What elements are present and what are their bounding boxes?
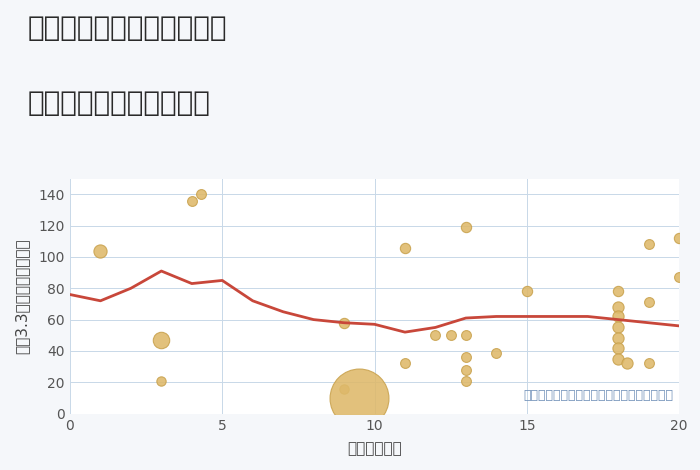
Point [643,360,655,367]
X-axis label: 駅距離（分）: 駅距離（分） [347,441,402,456]
Point [612,303,624,311]
Point [95,247,106,254]
Point [461,331,472,339]
Point [461,223,472,231]
Point [612,344,624,352]
Y-axis label: 坪（3.3㎡）単価（万円）: 坪（3.3㎡）単価（万円） [15,238,29,354]
Point [461,366,472,374]
Point [461,353,472,361]
Point [612,313,624,320]
Point [195,190,206,198]
Text: 円の大きさは、取引のあった物件面積を示す: 円の大きさは、取引のあった物件面積を示す [523,389,673,402]
Point [673,274,685,281]
Point [339,319,350,327]
Text: 千葉県市原市うるいど南の: 千葉県市原市うるいど南の [28,14,228,42]
Point [354,394,365,402]
Point [612,288,624,295]
Point [430,331,441,339]
Point [612,335,624,342]
Point [399,360,410,367]
Point [612,355,624,362]
Point [643,241,655,248]
Point [399,244,410,251]
Point [521,288,532,295]
Point [643,298,655,306]
Point [156,336,167,344]
Point [673,235,685,242]
Point [156,377,167,384]
Point [491,349,502,356]
Point [445,331,456,339]
Point [612,324,624,331]
Point [622,360,633,367]
Text: 駅距離別中古戸建て価格: 駅距離別中古戸建て価格 [28,89,211,118]
Point [186,197,197,204]
Point [339,385,350,392]
Point [461,377,472,384]
